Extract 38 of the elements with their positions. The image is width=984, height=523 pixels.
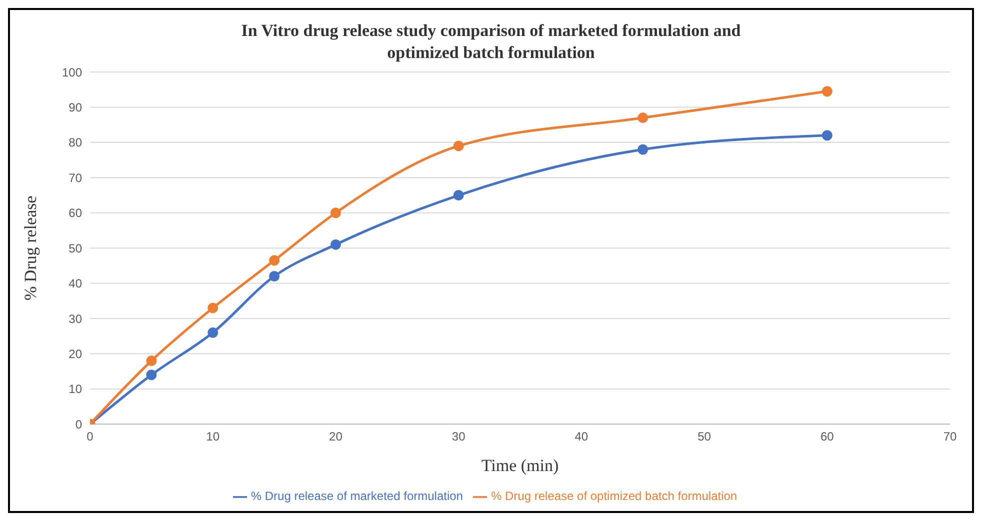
point	[638, 144, 648, 155]
y-tick-label: 50	[68, 241, 82, 256]
y-axis-title: % Drug release	[21, 196, 40, 300]
y-tick-label: 20	[68, 346, 82, 361]
point	[453, 140, 464, 152]
x-tick-label: 30	[452, 430, 466, 444]
point	[208, 302, 218, 314]
chart-title: In Vitro drug release study comparison of marketed formulation and optimized batch formulation	[240, 20, 742, 64]
legend-label: % Drug release of marketed formulation	[250, 489, 463, 504]
x-axis-title: Time (min)	[481, 456, 559, 476]
y-tick-label: 100	[62, 65, 82, 80]
point	[146, 356, 157, 366]
point	[208, 327, 218, 338]
legend-label: % Drug release of optimized batch formulation	[490, 489, 738, 504]
x-tick-label: 60	[820, 430, 834, 444]
point	[638, 112, 648, 124]
y-tick-label: 70	[68, 170, 82, 185]
point	[269, 255, 280, 266]
point	[269, 271, 280, 282]
y-tick-label: 0	[75, 417, 82, 432]
x-tick-label: 10	[206, 430, 220, 444]
x-tick-label: 50	[698, 430, 712, 444]
point	[146, 370, 157, 380]
point	[822, 130, 832, 141]
x-tick-label: 0	[86, 430, 94, 444]
x-tick-label: 20	[329, 430, 343, 444]
y-tick-label: 30	[68, 312, 82, 326]
y-tick-label: 40	[68, 276, 82, 291]
y-tick-label: 80	[68, 136, 82, 150]
point	[453, 190, 464, 201]
point	[822, 86, 832, 97]
x-tick-label: 40	[574, 430, 588, 444]
point	[330, 208, 341, 218]
y-tick-label: 60	[68, 206, 82, 220]
point	[330, 239, 341, 250]
y-tick-label: 90	[68, 100, 82, 114]
x-tick-label: 70	[943, 430, 957, 444]
y-tick-label: 10	[68, 382, 82, 396]
